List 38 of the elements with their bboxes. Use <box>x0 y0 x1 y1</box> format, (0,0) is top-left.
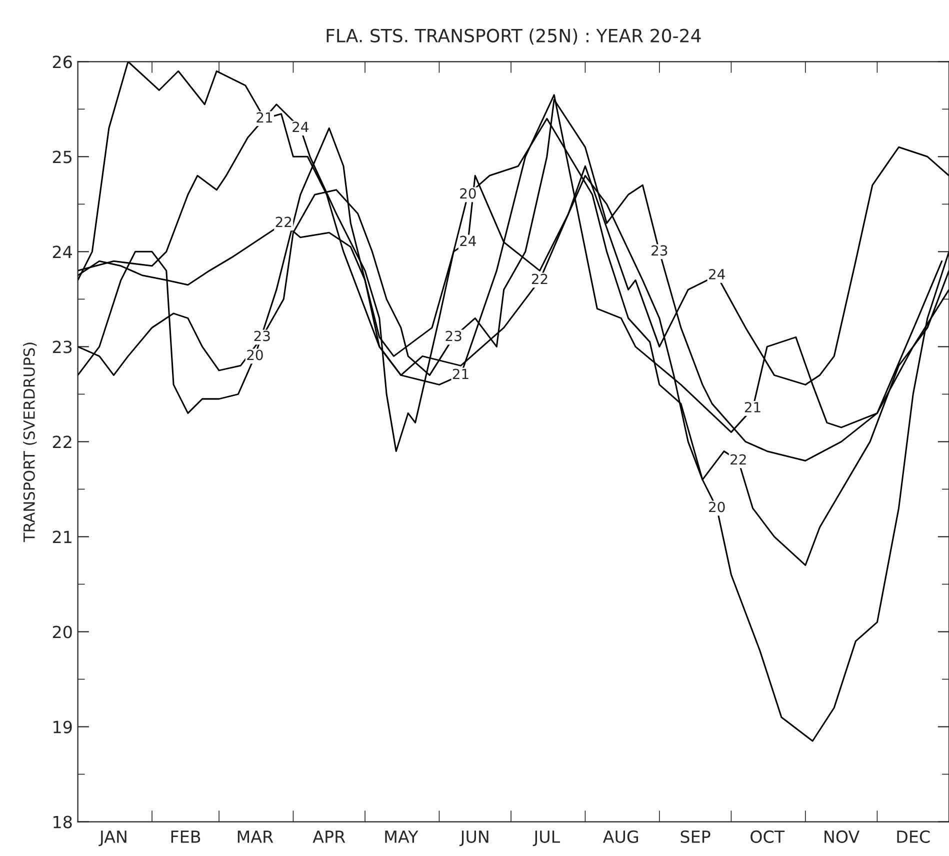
x-tick-label: NOV <box>824 830 860 843</box>
y-tick-label: 22 <box>52 436 72 448</box>
series-label: 24 <box>460 236 476 246</box>
text: 22 <box>730 454 746 465</box>
x-tick-label: SEP <box>680 830 710 843</box>
text: 24 <box>292 122 308 132</box>
x-tick-label: DEC <box>897 830 930 843</box>
text: 20 <box>460 188 476 199</box>
text: 21 <box>256 112 272 122</box>
series-label: 23 <box>652 245 668 256</box>
y-tick-label: 26 <box>52 56 72 68</box>
x-tick-label: JAN <box>98 830 126 846</box>
text: 23 <box>254 330 270 342</box>
x-tick-label: JUN <box>459 830 488 846</box>
x-tick-label: MAY <box>385 830 418 843</box>
y-tick-label: 18 <box>54 816 72 828</box>
x-tick-label: MAR <box>238 830 274 843</box>
x-tick-label: OCT <box>750 830 785 843</box>
y-axis-title: TRANSPORT (SVERDRUPS) <box>23 342 37 542</box>
y-tick-label: 19 <box>54 720 72 734</box>
x-tick-label: APR <box>312 830 346 843</box>
x-tick-label: FEB <box>171 830 200 843</box>
text: 20 <box>709 502 725 512</box>
y-tick-label: 21 <box>52 530 72 544</box>
y-tick-label: 25 <box>52 150 72 164</box>
x-tick-label: AUG <box>602 830 638 843</box>
y-tick-label: 23 <box>52 340 72 354</box>
text: 22 <box>276 216 292 227</box>
series-label: 20 <box>247 350 263 360</box>
text: 23 <box>446 330 462 342</box>
text: 21 <box>744 402 760 412</box>
x-tick-label: JUL <box>532 830 560 846</box>
series-label: 22 <box>532 274 548 284</box>
chart-title: FLA. STS. TRANSPORT (25N) : YEAR 20-24 <box>326 28 701 45</box>
y-tick-label: 20 <box>52 626 72 638</box>
y-tick-label: 24 <box>52 246 72 258</box>
text: 24 <box>709 268 725 280</box>
series-label: 21 <box>452 368 468 380</box>
